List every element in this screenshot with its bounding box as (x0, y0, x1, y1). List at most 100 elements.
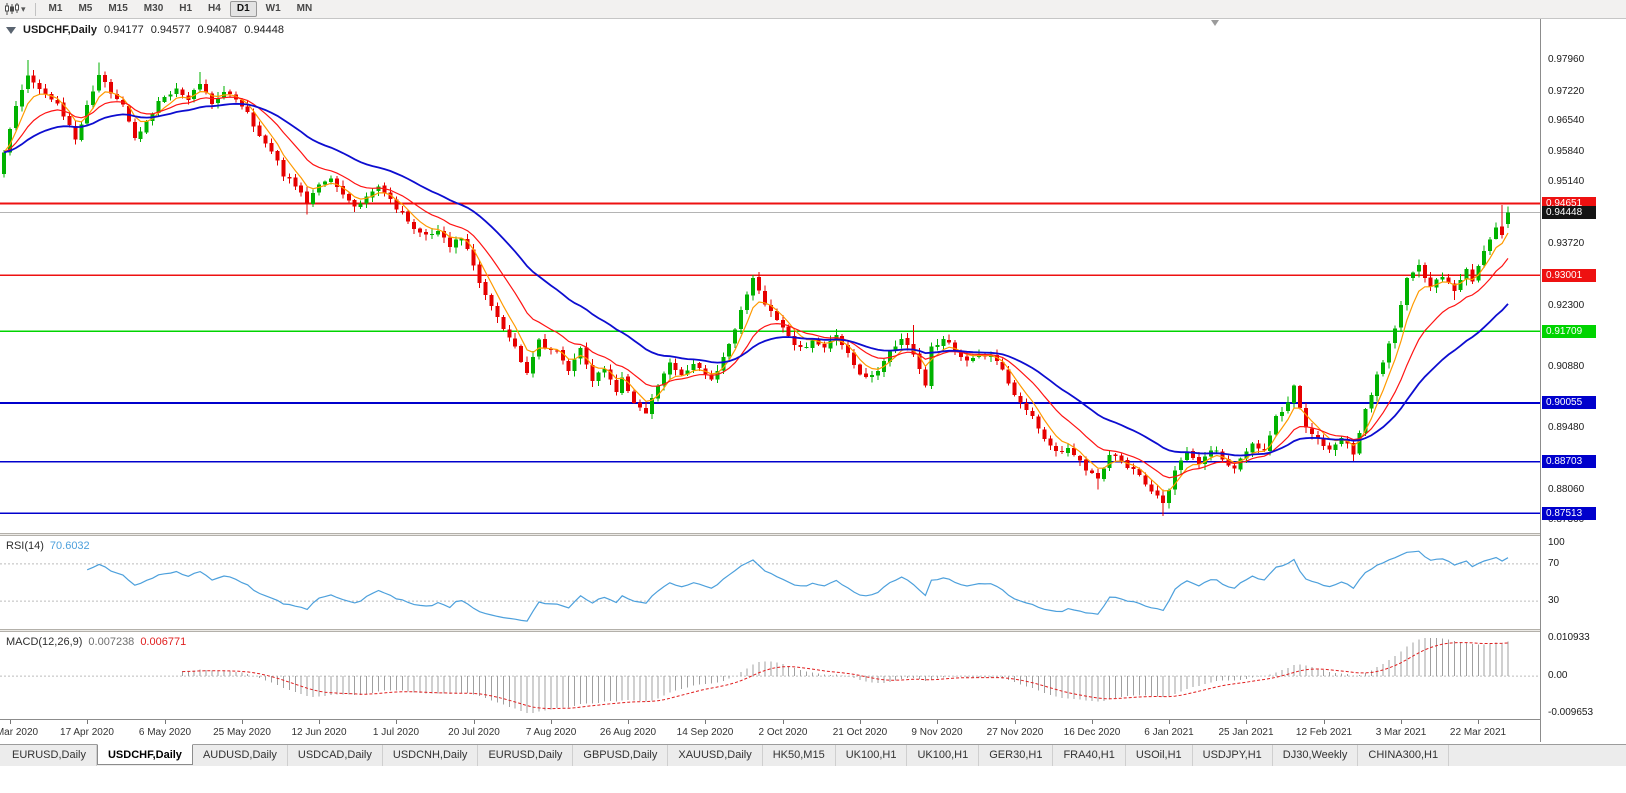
timeframe-button-h4[interactable]: H4 (208, 3, 221, 14)
time-axis-tick (860, 720, 861, 724)
time-axis-label: 30 Mar 2020 (0, 727, 39, 738)
timeframe-button-h1[interactable]: H1 (179, 3, 193, 14)
time-axis-label: 6 May 2020 (138, 727, 192, 738)
time-axis-tick (396, 720, 397, 724)
time-axis-tick (1246, 720, 1247, 724)
price-scale-label: 0.90880 (1548, 361, 1585, 373)
level-price-badge: 0.90055 (1542, 396, 1596, 410)
chart-tab-fra40-h1[interactable]: FRA40,H1 (1053, 745, 1126, 766)
price-scale-label: 0.93720 (1548, 237, 1585, 249)
rsi-scale-label: 30 (1548, 595, 1560, 607)
chart-tab-eurusd-daily[interactable]: EURUSD,Daily (2, 745, 97, 766)
pane-separator[interactable] (0, 533, 1626, 536)
time-axis-label: 12 Feb 2021 (1295, 727, 1353, 738)
chart-tabs: EURUSD,Daily USDCHF,Daily AUDUSD,Daily USDC… (0, 744, 1626, 766)
time-axis-tick (10, 720, 11, 724)
time-axis-label: 17 Apr 2020 (60, 727, 114, 738)
candlestick-chart-icon[interactable] (4, 2, 20, 16)
price-scale-label: 0.89480 (1548, 421, 1585, 433)
price-scale-label: 0.95140 (1548, 176, 1585, 188)
toolbar: ▾ M1 M5 M15 M30 H1 H4 D1 W1 MN (0, 0, 1626, 19)
timeframe-button-mn[interactable]: MN (296, 3, 313, 14)
time-axis-tick (1401, 720, 1402, 724)
time-axis-label: 27 Nov 2020 (986, 727, 1044, 738)
macd-scale-label: 0.00 (1548, 670, 1568, 682)
time-axis-label: 26 Aug 2020 (599, 727, 657, 738)
time-axis-tick (1092, 720, 1093, 724)
chart-tab-usdchf-daily[interactable]: USDCHF,Daily (96, 744, 193, 765)
chart-tab-audusd-daily[interactable]: AUDUSD,Daily (192, 745, 288, 766)
time-axis-label: 21 Oct 2020 (832, 727, 888, 738)
timeframe-button-m30[interactable]: M30 (143, 3, 164, 14)
chart-tab-xauusd-daily[interactable]: XAUUSD,Daily (668, 745, 763, 766)
timeframe-button-m1[interactable]: M1 (48, 3, 63, 14)
time-axis-tick (87, 720, 88, 724)
time-axis-label: 25 Jan 2021 (1218, 727, 1274, 738)
price-scale-label: 0.97960 (1548, 53, 1585, 65)
price-scale-label: 0.97220 (1548, 85, 1585, 97)
level-price-badge: 0.93001 (1542, 268, 1596, 282)
pane-separator[interactable] (0, 629, 1626, 632)
main-chart-pane[interactable]: USDCHF,Daily 0.94177 0.94577 0.94087 0.9… (0, 19, 1540, 533)
chart-tab-eurusd-daily[interactable]: EURUSD,Daily (478, 745, 574, 766)
time-axis-tick (242, 720, 243, 724)
time-axis-tick (319, 720, 320, 724)
chart-tab-uk100-h1[interactable]: UK100,H1 (835, 745, 908, 766)
timeframe-button-d1[interactable]: D1 (229, 1, 257, 17)
time-axis-tick (1478, 720, 1479, 724)
chart-tab-uk100-h1[interactable]: UK100,H1 (907, 745, 980, 766)
time-axis[interactable]: 30 Mar 2020 17 Apr 2020 6 May 2020 25 May 2… (0, 719, 1540, 742)
time-axis-label: 16 Dec 2020 (1063, 727, 1121, 738)
time-axis-tick (705, 720, 706, 724)
chevron-down-icon[interactable]: ▾ (21, 3, 26, 14)
chart-tab-usdcnh-daily[interactable]: USDCNH,Daily (382, 745, 479, 766)
chart-shift-marker[interactable] (1211, 20, 1219, 26)
price-scale-label: 0.96540 (1548, 115, 1585, 127)
chart-tab-usdcad-daily[interactable]: USDCAD,Daily (287, 745, 383, 766)
time-axis-tick (937, 720, 938, 724)
chart-tab-usoil-h1[interactable]: USOil,H1 (1125, 745, 1193, 766)
rsi-pane[interactable]: RSI(14) 70.6032 (0, 536, 1540, 629)
macd-scale-label: 0.010933 (1548, 632, 1590, 643)
macd-pane[interactable]: MACD(12,26,9) 0.007238 0.006771 (0, 632, 1540, 719)
time-axis-tick (1324, 720, 1325, 724)
time-axis-label: 14 Sep 2020 (676, 727, 734, 738)
timeframe-button-w1[interactable]: W1 (265, 3, 281, 14)
time-axis-tick (628, 720, 629, 724)
price-scale[interactable]: 0.97960 0.97220 0.96540 0.95840 0.95140 0.937… (1540, 19, 1626, 742)
time-axis-tick (165, 720, 166, 724)
time-axis-label: 22 Mar 2021 (1449, 727, 1507, 738)
toolbar-separator (34, 2, 36, 16)
timeframe-button-m15[interactable]: M15 (108, 3, 128, 14)
chart-window: USDCHF,Daily 0.94177 0.94577 0.94087 0.9… (0, 19, 1626, 742)
time-axis-label: 9 Nov 2020 (911, 727, 963, 738)
time-axis-label: 12 Jun 2020 (291, 727, 347, 738)
time-axis-tick (1015, 720, 1016, 724)
chart-tab-ger30-h1[interactable]: GER30,H1 (979, 745, 1054, 766)
time-axis-tick (474, 720, 475, 724)
level-price-badge: 0.87513 (1542, 506, 1596, 520)
price-scale-label: 0.92300 (1548, 299, 1585, 311)
time-axis-tick (551, 720, 552, 724)
time-axis-label: 3 Mar 2021 (1375, 727, 1427, 738)
chart-tab-dj30-weekly[interactable]: DJ30,Weekly (1272, 745, 1359, 766)
chart-tab-hk50-m15[interactable]: HK50,M15 (762, 745, 836, 766)
price-scale-label: 0.95840 (1548, 145, 1585, 157)
time-axis-label: 7 Aug 2020 (525, 727, 577, 738)
time-axis-label: 20 Jul 2020 (448, 727, 500, 738)
current-price-badge: 0.94448 (1542, 205, 1596, 219)
level-price-badge: 0.88703 (1542, 455, 1596, 469)
chart-tab-china300-h1[interactable]: CHINA300,H1 (1358, 745, 1450, 766)
price-scale-label: 0.88060 (1548, 483, 1585, 495)
time-axis-tick (1169, 720, 1170, 724)
macd-scale-label: -0.009653 (1548, 707, 1594, 718)
timeframe-button-m5[interactable]: M5 (78, 3, 93, 14)
time-axis-label: 2 Oct 2020 (758, 727, 808, 738)
chart-tab-usdjpy-h1[interactable]: USDJPY,H1 (1192, 745, 1273, 766)
time-axis-tick (783, 720, 784, 724)
level-price-badge: 0.91709 (1542, 324, 1596, 338)
rsi-scale-label: 100 (1548, 537, 1565, 548)
chart-tab-gbpusd-daily[interactable]: GBPUSD,Daily (573, 745, 669, 766)
one-click-trading-toggle[interactable] (6, 26, 16, 34)
